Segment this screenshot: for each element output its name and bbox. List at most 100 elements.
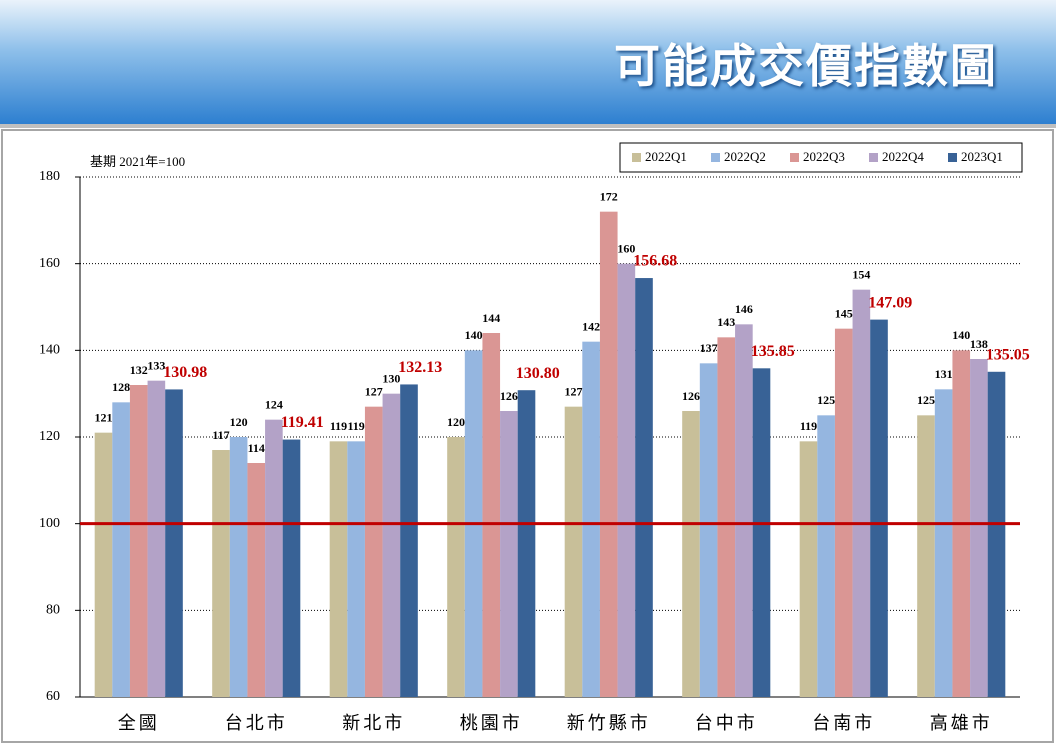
bar [129,385,148,697]
legend-label: 2022Q4 [882,149,924,164]
bar [94,432,113,697]
bar [500,411,518,697]
data-label: 145 [835,306,853,320]
bar [112,402,130,697]
bar [517,390,536,697]
header: 可能成交價指數圖 [0,0,1056,128]
x-tick-label: 新竹縣市 [567,713,651,733]
legend-label: 2022Q3 [803,149,845,164]
data-label: 132.13 [398,359,442,376]
chart: 基期 2021年=100 60 80 100 120 140 160 180 全國 台北市 新北市… [1,129,1054,743]
data-label: 138 [970,337,988,351]
data-label: 172 [600,189,618,203]
data-label: 117 [212,428,229,442]
data-label: 119 [800,419,817,433]
data-label: 127 [365,384,383,398]
bar [934,389,953,697]
bar [364,406,383,697]
legend-label: 2023Q1 [961,149,1003,164]
y-tick-label: 180 [39,169,60,184]
bar [482,333,501,697]
y-tick-label: 160 [39,256,60,271]
bar [347,441,365,697]
data-label: 144 [482,311,500,325]
y-tick-label: 80 [46,603,60,618]
y-tick-label: 100 [39,516,60,531]
data-label: 114 [248,441,265,455]
data-label: 127 [565,384,583,398]
data-label: 126 [500,389,518,403]
bar [752,368,771,697]
data-label: 119 [347,419,364,433]
bar [635,278,653,697]
bar [735,324,753,697]
annotation: 基期 2021年=100 [90,154,185,169]
data-label: 140 [465,328,483,342]
x-tick-label: 台中市 [695,713,758,733]
bar [682,411,700,697]
data-label: 126 [682,389,700,403]
data-label: 130.80 [516,365,560,382]
x-tick-label: 全國 [118,713,160,733]
data-label: 154 [852,267,870,281]
bar [970,359,988,697]
y-tick-label: 60 [46,689,60,704]
bar [917,415,935,697]
page-title: 可能成交價指數圖 [614,39,998,93]
x-tick-label: 高雄市 [930,713,993,733]
bar [582,341,600,697]
bar [447,437,465,697]
legend-swatch [790,153,799,162]
data-label: 121 [95,410,113,424]
x-tick-label: 新北市 [342,713,405,733]
legend-swatch [711,153,720,162]
data-label: 130.98 [163,364,207,381]
x-tick-label: 台北市 [225,713,288,733]
bar [229,437,248,697]
data-label: 120 [447,415,465,429]
legend-swatch [632,153,641,162]
x-tick-label: 台南市 [812,713,875,733]
data-label: 147.09 [868,294,912,311]
data-label: 130 [382,371,400,385]
data-label: 135.05 [986,346,1030,363]
data-label: 131 [935,367,953,381]
data-label: 119.41 [281,414,324,431]
bar [699,363,718,697]
bar [212,450,230,697]
data-label: 133 [147,358,165,372]
bar [400,384,418,697]
data-label: 120 [230,415,248,429]
bar [987,371,1006,697]
y-tick-label: 140 [39,343,60,358]
bar [870,319,888,697]
legend-label: 2022Q2 [724,149,766,164]
bar [329,441,348,697]
legend-label: 2022Q1 [645,149,687,164]
bar [717,337,736,697]
bar [834,328,853,697]
bar [147,380,166,697]
data-label: 124 [265,397,283,411]
bar [564,406,583,697]
data-label: 125 [817,393,835,407]
data-label: 128 [112,380,130,394]
bar [247,463,266,697]
bar [799,441,818,697]
bar [265,419,283,697]
data-label: 125 [917,393,935,407]
data-label: 132 [130,363,148,377]
bar [382,393,401,697]
data-label: 135.85 [751,343,795,360]
bar [165,389,183,697]
legend-swatch [869,153,878,162]
bar [617,263,636,697]
data-label: 142 [582,319,600,333]
bar [282,439,301,697]
x-tick-label: 桃園市 [460,713,523,733]
legend-swatch [948,153,957,162]
data-label: 146 [735,302,753,316]
data-label: 160 [617,241,635,255]
data-label: 143 [717,315,735,329]
